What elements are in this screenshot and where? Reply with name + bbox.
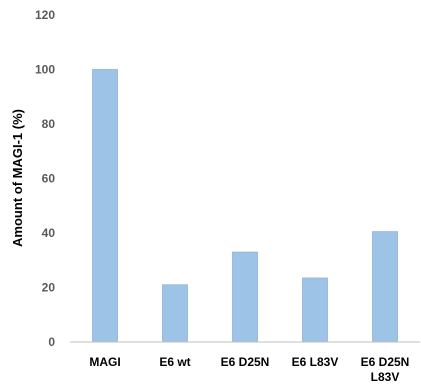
x-category-label: E6 D25N [361, 355, 410, 369]
y-axis-tick-labels: 0 20 40 60 80 100 120 [35, 8, 55, 349]
bar [92, 69, 118, 343]
y-axis-title: Amount of MAGI-1 (%) [10, 109, 25, 247]
bar [162, 284, 188, 343]
y-tick-label: 80 [42, 117, 56, 131]
y-tick-label: 0 [48, 335, 55, 349]
x-category-label: L83V [371, 370, 400, 384]
y-tick-label: 100 [35, 63, 55, 77]
x-category-label: E6 wt [159, 355, 190, 369]
bar [302, 277, 328, 343]
bar [232, 251, 258, 343]
y-tick-label: 40 [42, 226, 56, 240]
y-tick-label: 60 [42, 172, 56, 186]
bar [372, 231, 398, 343]
y-tick-label: 120 [35, 8, 55, 22]
x-category-label: E6 D25N [221, 355, 270, 369]
x-category-label: E6 L83V [292, 355, 339, 369]
bars [92, 69, 398, 343]
y-tick-label: 20 [42, 281, 56, 295]
x-category-label: MAGI [89, 355, 120, 369]
